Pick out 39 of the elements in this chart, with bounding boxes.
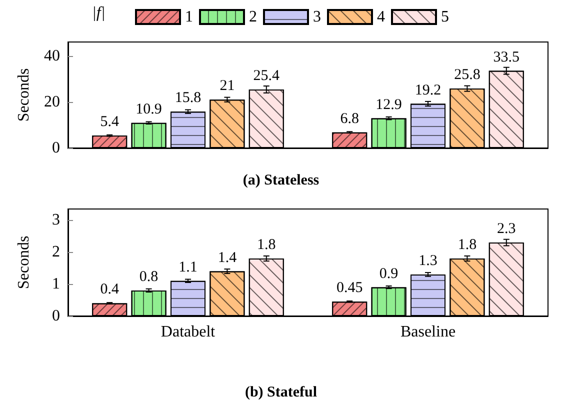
y-tick-label: 0 [52, 308, 60, 324]
data-label: 0.4 [100, 282, 120, 298]
data-label: 25.4 [253, 68, 280, 84]
data-label: 12.9 [376, 96, 402, 113]
data-label: 19.2 [414, 82, 442, 98]
data-label: 1.8 [257, 237, 276, 254]
y-axis-title: Seconds [16, 68, 32, 122]
y-tick-label: 2 [52, 244, 60, 261]
data-label: 21 [220, 78, 235, 94]
text: (b) Stateful [244, 384, 318, 400]
data-label: 0.45 [336, 280, 363, 296]
text: (a) Stateless [242, 172, 320, 188]
data-label: 6.8 [340, 110, 359, 127]
y-tick-label: 20 [44, 93, 60, 110]
legend-title: |f| [92, 4, 106, 22]
legend-label: 5 [441, 8, 449, 26]
legend-label: 4 [377, 8, 385, 26]
data-label: 1.4 [218, 250, 238, 266]
x-tick-label: Databelt [160, 324, 216, 340]
data-label: 5.4 [100, 114, 120, 130]
data-label: 15.8 [174, 90, 202, 106]
y-tick-label: 0 [52, 140, 60, 156]
y-tick-label: 3 [52, 212, 60, 229]
legend-label: 2 [249, 8, 257, 26]
data-label: 0.8 [139, 268, 158, 285]
legend-label: 1 [185, 8, 193, 26]
data-label: 25.8 [454, 67, 480, 84]
data-label: 1.3 [418, 252, 438, 269]
data-label: 10.9 [136, 101, 162, 118]
legend-label: 3 [313, 8, 321, 26]
data-label: 1.8 [458, 237, 477, 254]
data-label: 33.5 [493, 49, 520, 66]
data-label: 1.1 [178, 259, 198, 276]
y-tick-label: 40 [44, 47, 60, 64]
data-label: 2.3 [497, 221, 516, 238]
data-label: 0.9 [379, 266, 398, 282]
y-axis-title: Seconds [16, 236, 32, 290]
y-tick-label: 1 [52, 276, 60, 293]
x-tick-label: Baseline [400, 324, 456, 340]
